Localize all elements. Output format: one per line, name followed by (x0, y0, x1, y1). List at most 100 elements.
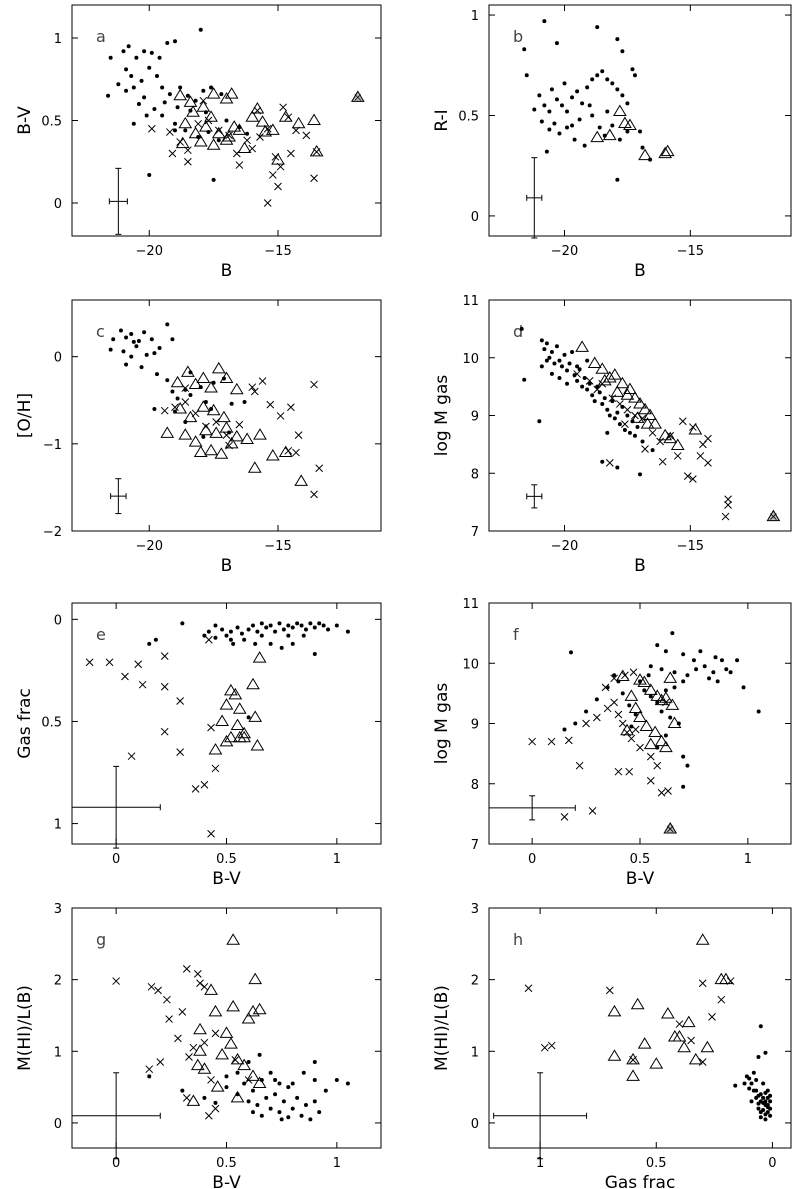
data-point-dot (756, 1101, 761, 1106)
data-point-dot (749, 1081, 754, 1086)
y-tick-label: 1 (471, 1045, 479, 1060)
data-point-cross (675, 1020, 684, 1028)
data-point-cross (603, 704, 612, 713)
panel-letter: b (513, 27, 523, 46)
data-point-dot (554, 344, 559, 349)
data-point-triangle (224, 1037, 238, 1049)
data-point-dot (124, 362, 129, 367)
data-point-triangle (638, 402, 652, 415)
data-point-dot (213, 1100, 218, 1105)
data-point-dot (625, 101, 630, 106)
data-point-dot (642, 688, 647, 693)
data-point-dot (106, 93, 111, 98)
data-point-cross (225, 441, 233, 450)
y-tick-label: 11 (462, 597, 479, 612)
data-point-dot (754, 1095, 759, 1100)
data-point-dot (290, 1106, 295, 1111)
data-point-triangle (188, 126, 203, 139)
data-point-dot (648, 664, 653, 669)
data-point-dot (126, 44, 131, 49)
data-point-cross (231, 1056, 240, 1064)
data-point-cross (268, 171, 277, 179)
data-point-cross (598, 379, 607, 388)
x-tick-label: 1 (333, 852, 341, 867)
data-point-dot (768, 1093, 773, 1098)
data-point-triangle (230, 1090, 245, 1103)
data-point-dot (334, 623, 339, 628)
data-point-triangle (217, 410, 231, 423)
data-point-dot (672, 685, 677, 690)
data-point-dot (312, 652, 317, 657)
data-point-triangle (615, 669, 630, 682)
data-point-cross (105, 658, 114, 667)
data-point-triangle (188, 435, 203, 447)
data-point-cross (629, 668, 638, 677)
data-point-triangle (253, 428, 267, 440)
data-point-triangle (183, 95, 198, 107)
data-point-triangle (219, 734, 234, 747)
data-point-cross (147, 982, 156, 991)
data-point-dot (268, 1070, 273, 1075)
data-point-dot (178, 85, 183, 90)
data-point-triangle (637, 1037, 652, 1049)
data-point-triangle (587, 356, 602, 369)
data-point-cross (232, 149, 241, 158)
y-tick-label: 1 (54, 1045, 62, 1060)
data-point-cross (646, 776, 655, 785)
data-point-triangle (590, 130, 605, 143)
data-point-dot (259, 633, 264, 638)
data-point-dot (582, 375, 587, 380)
data-point-triangle (630, 411, 645, 423)
data-point-dot (640, 439, 645, 444)
data-point-triangle (615, 376, 630, 389)
data-point-dot (544, 358, 549, 363)
data-point-dot (761, 1081, 766, 1086)
data-point-cross (127, 752, 136, 761)
data-point-dot (615, 465, 620, 470)
data-point-dot (193, 98, 198, 103)
data-point-dot (763, 1103, 768, 1108)
data-point-cross (181, 398, 190, 406)
data-point-dot (630, 67, 635, 72)
data-point-dot (758, 1110, 763, 1115)
data-point-dot (612, 673, 617, 678)
data-point-triangle (643, 737, 658, 750)
data-point-dot (663, 733, 668, 738)
data-point-triangle (224, 730, 238, 743)
data-point-triangle (219, 421, 234, 433)
data-point-cross (211, 764, 220, 773)
plot-frame (488, 907, 792, 1149)
data-point-triangle (294, 474, 309, 486)
data-point-triangle (160, 426, 175, 438)
data-point-cross (585, 376, 594, 385)
data-point-triangle (170, 375, 185, 388)
x-axis-label: B-V (212, 869, 241, 889)
data-point-cross (698, 1058, 707, 1066)
data-point-triangle (607, 1004, 622, 1017)
plot-frame (71, 299, 382, 532)
data-point-triangle-hatch (770, 513, 777, 520)
data-point-cross (618, 719, 627, 728)
data-point-cross (176, 748, 185, 756)
y-tick-label: 0 (471, 1117, 479, 1132)
data-point-triangle (237, 141, 252, 154)
data-point-cross (528, 737, 536, 746)
error-bar (526, 484, 543, 509)
data-point-triangle (208, 1004, 223, 1017)
data-point-triangle (250, 101, 265, 114)
y-tick-label: 0 (471, 210, 479, 225)
data-point-dot (170, 389, 175, 394)
data-point-triangle (241, 1012, 256, 1024)
data-point-dot (549, 349, 554, 354)
data-point-dot (268, 623, 273, 628)
data-point-cross (248, 144, 257, 153)
data-point-cross (207, 723, 215, 732)
data-point-triangle (659, 740, 673, 753)
y-tick-label: 7 (471, 838, 479, 853)
data-point-dot (744, 1074, 749, 1079)
data-point-dot (549, 371, 554, 376)
data-point-triangle (612, 104, 627, 116)
data-point-cross (310, 174, 318, 183)
data-point-cross (266, 400, 275, 409)
